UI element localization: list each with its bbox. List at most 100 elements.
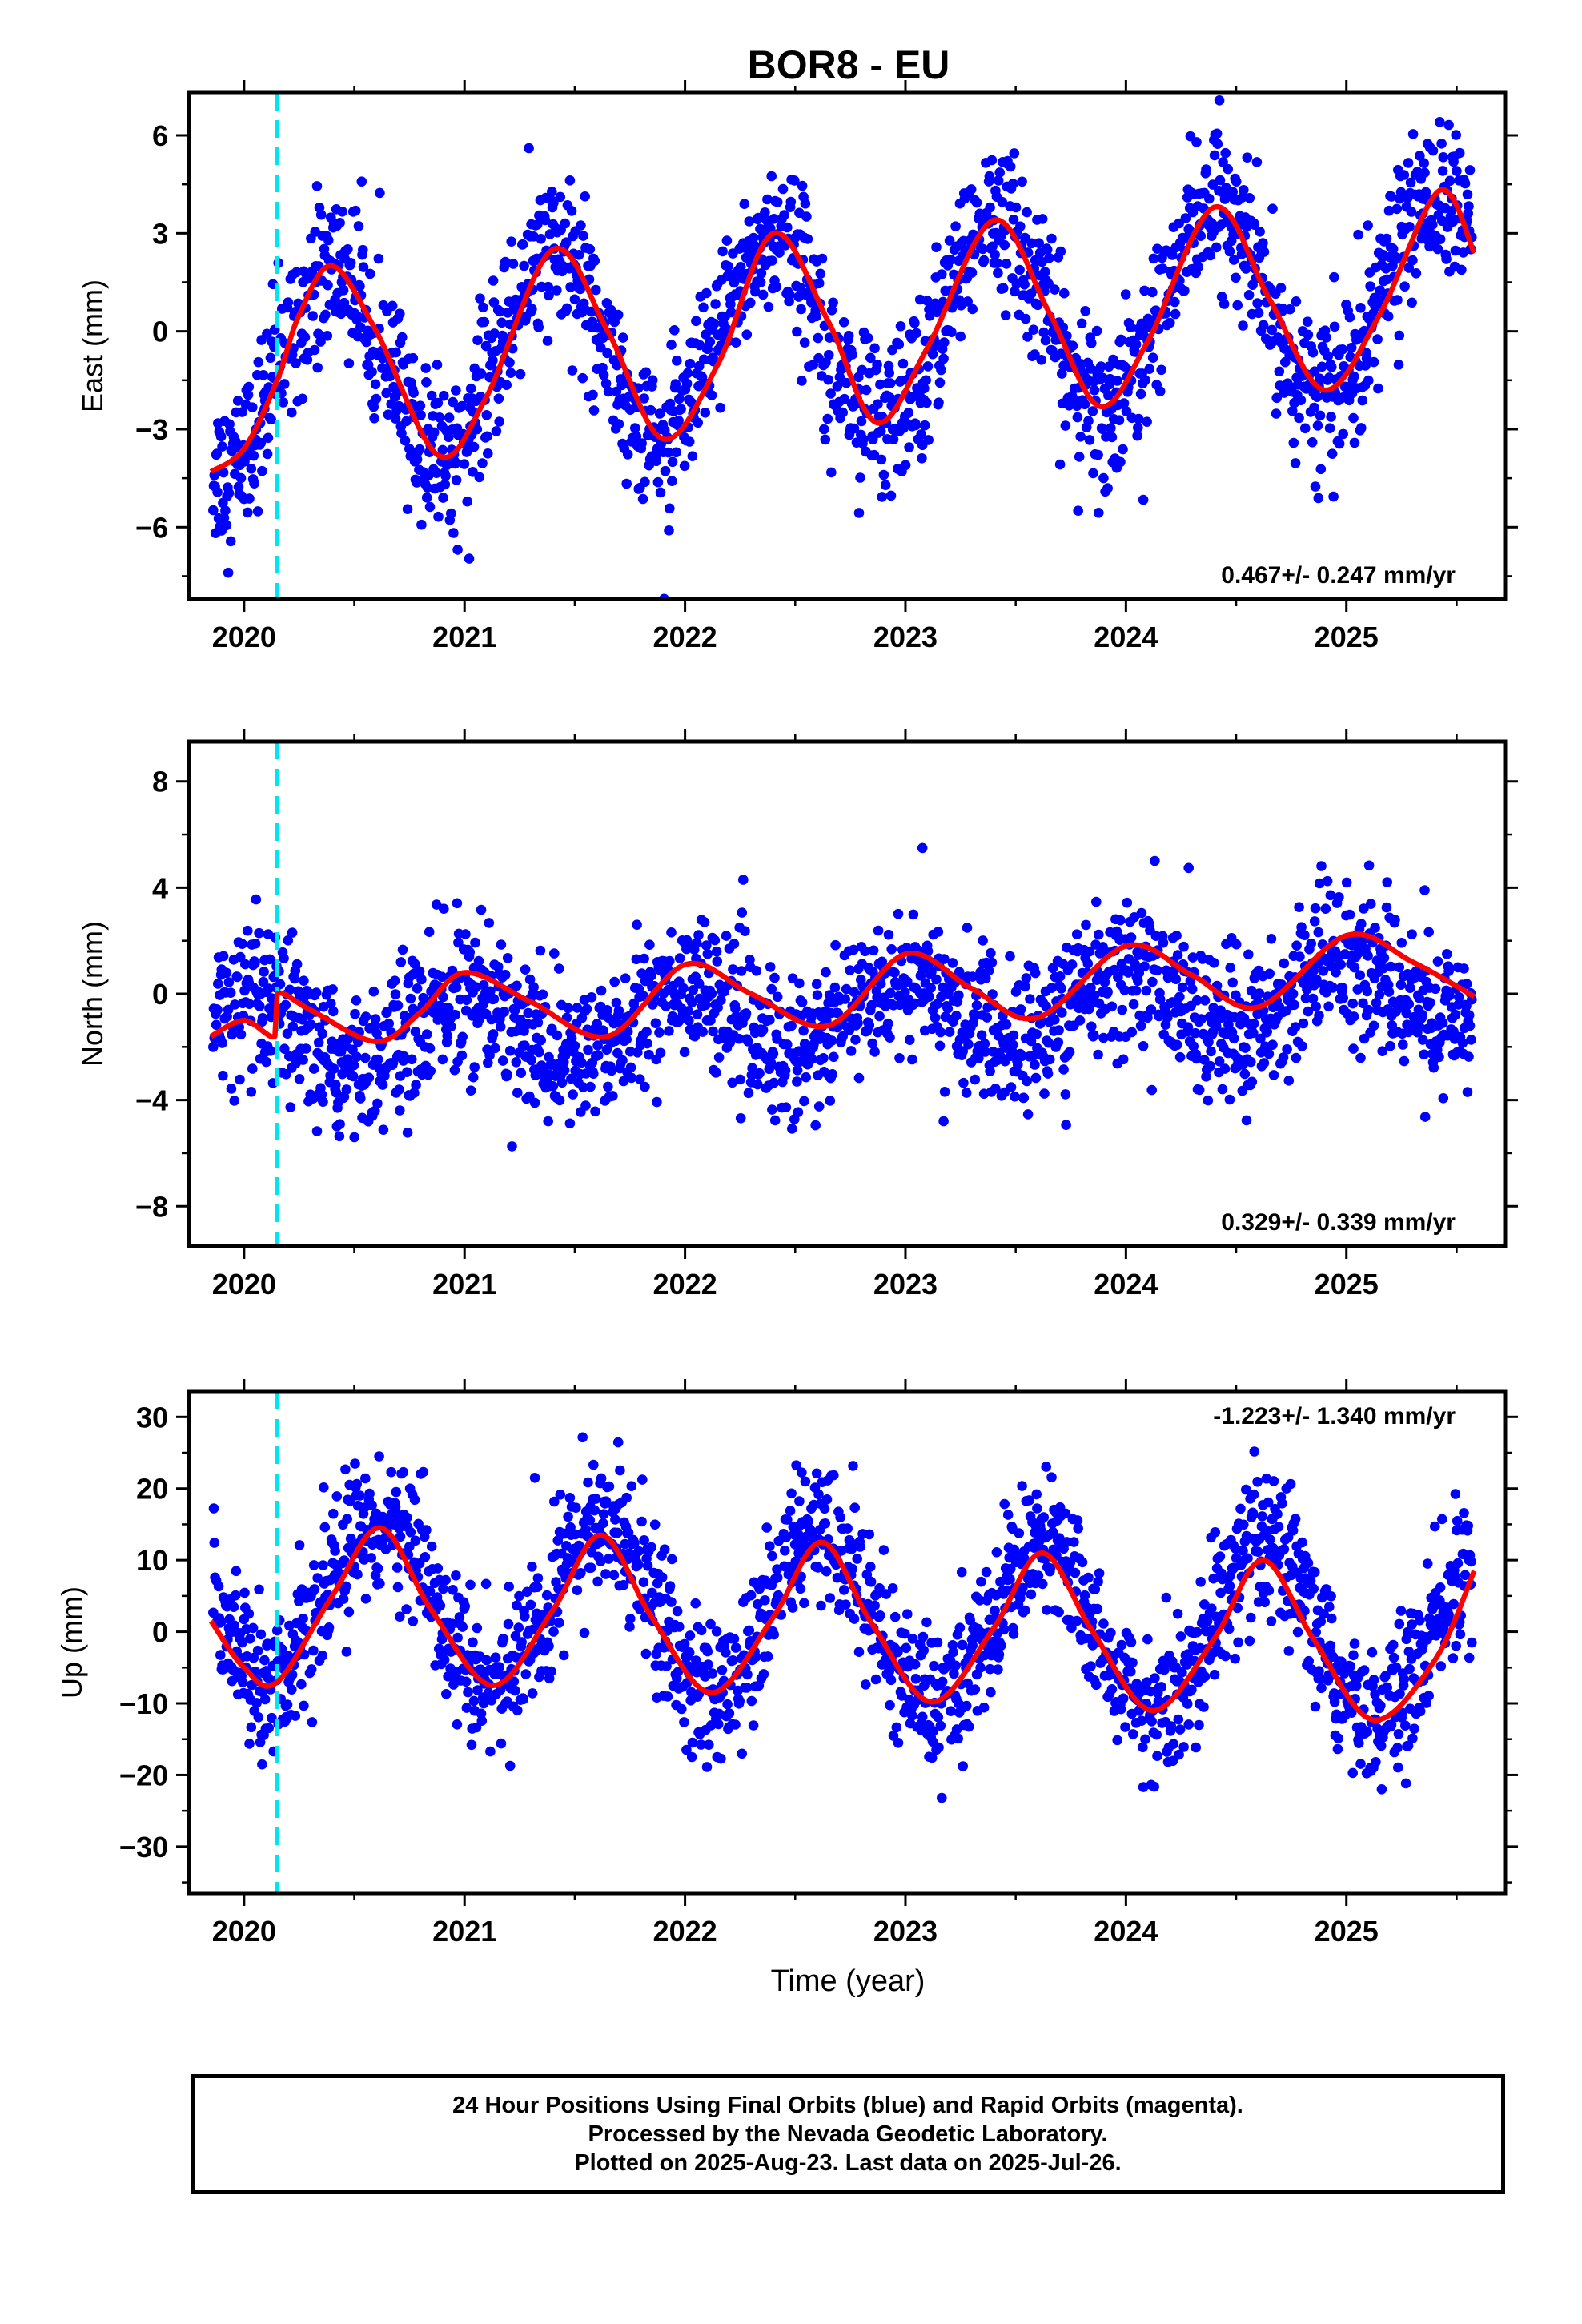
point-north-1883	[1464, 1020, 1476, 1031]
point-up-637	[640, 1648, 652, 1659]
point-east-1550	[1253, 308, 1264, 319]
point-north-655	[642, 1038, 652, 1049]
point-east-922	[826, 305, 837, 316]
point-east-1851	[1456, 264, 1467, 275]
point-north-1615	[1287, 988, 1299, 999]
point-north-305	[412, 983, 423, 994]
point-east-965	[856, 416, 867, 427]
point-up-9	[215, 1650, 226, 1660]
point-north-437	[497, 1055, 508, 1066]
point-east-1534	[1242, 152, 1253, 163]
point-north-715	[684, 1015, 694, 1026]
point-up-292	[405, 1527, 416, 1538]
point-up-665	[659, 1544, 670, 1554]
point-east-1779	[1407, 255, 1418, 266]
point-north-295	[405, 993, 416, 1004]
point-north-645	[635, 1074, 645, 1084]
point-north-469	[520, 1040, 530, 1051]
point-up-1145	[985, 1663, 995, 1675]
point-east-168	[320, 309, 331, 320]
point-north-278	[394, 1084, 404, 1095]
points-north	[208, 842, 1477, 1152]
point-east-1280	[1067, 340, 1078, 352]
point-north-247	[372, 1054, 383, 1065]
point-north-572	[585, 1081, 596, 1092]
point-east-1392	[1144, 364, 1154, 375]
point-east-1217	[1026, 238, 1037, 249]
point-up-676	[667, 1554, 677, 1565]
point-north-1308	[1081, 919, 1091, 931]
point-north-1544	[1240, 1043, 1251, 1053]
point-north-890	[801, 1072, 811, 1083]
point-east-1397	[1148, 253, 1159, 264]
point-east-157	[312, 362, 323, 373]
point-east-1396	[1147, 352, 1158, 364]
point-east-353	[444, 432, 454, 443]
point-east-337	[432, 360, 443, 370]
point-east-748	[710, 299, 721, 309]
point-north-389	[465, 1085, 476, 1096]
y-tick-label-north: 4	[152, 871, 168, 904]
point-east-17	[218, 467, 229, 478]
point-up-698	[681, 1744, 692, 1755]
point-north-377	[457, 1031, 468, 1043]
point-east-1101	[946, 255, 956, 265]
point-east-1628	[1309, 402, 1319, 413]
point-up-1168	[999, 1498, 1010, 1510]
point-north-1076	[926, 967, 937, 977]
point-north-561	[578, 1082, 588, 1092]
point-east-536	[565, 282, 576, 292]
point-east-1320	[1096, 361, 1106, 372]
point-up-535	[571, 1502, 581, 1513]
point-east-433	[496, 317, 507, 328]
point-north-1686	[1335, 959, 1346, 970]
point-up-902	[819, 1503, 830, 1514]
point-east-1575	[1271, 392, 1282, 404]
point-north-1816	[1419, 1112, 1431, 1122]
point-east-1371	[1130, 347, 1140, 357]
point-east-712	[686, 397, 697, 408]
x-tick-label-north: 2024	[1094, 1268, 1158, 1301]
point-east-1351	[1115, 456, 1126, 468]
point-north-1791	[1403, 999, 1415, 1010]
point-east-365	[451, 385, 461, 396]
point-up-389	[472, 1622, 483, 1634]
frame-east	[187, 90, 1508, 601]
point-up-61	[247, 1622, 259, 1634]
point-east-386	[465, 383, 476, 394]
point-east-487	[532, 219, 543, 230]
point-east-1634	[1313, 493, 1324, 504]
point-east-65	[248, 450, 259, 461]
point-east-673	[660, 465, 671, 476]
point-east-41	[233, 481, 244, 493]
point-east-288	[400, 436, 411, 446]
point-up-622	[629, 1538, 640, 1549]
point-up-155	[312, 1573, 323, 1583]
point-north-0	[208, 1042, 219, 1052]
point-up-420	[494, 1662, 504, 1672]
point-east-1087	[937, 269, 947, 279]
point-up-234	[367, 1500, 377, 1510]
point-north-38	[235, 951, 246, 963]
point-east-1227	[1032, 300, 1043, 311]
point-north-297	[407, 1054, 417, 1065]
point-east-1618	[1302, 316, 1313, 328]
point-north-1327	[1094, 929, 1104, 940]
point-east-1349	[1114, 415, 1125, 425]
point-east-1863	[1464, 165, 1476, 175]
point-east-1182	[1001, 259, 1012, 269]
point-east-991	[875, 426, 886, 436]
point-east-61	[246, 464, 257, 474]
point-east-327	[424, 501, 436, 513]
point-up-448	[513, 1622, 524, 1633]
point-east-430	[495, 306, 505, 317]
point-east-1527	[1238, 320, 1248, 331]
point-north-1199	[1008, 1039, 1018, 1051]
point-north-1558	[1248, 1018, 1259, 1029]
point-east-654	[645, 404, 656, 416]
point-east-1407	[1156, 364, 1166, 376]
point-north-77	[261, 1056, 271, 1068]
point-east-1681	[1344, 312, 1355, 323]
point-north-1341	[1102, 987, 1113, 997]
point-north-1268	[1054, 971, 1066, 982]
